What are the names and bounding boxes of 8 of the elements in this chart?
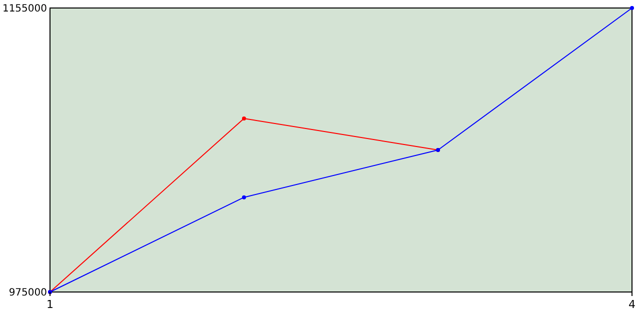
x-tick-label: 4: [628, 298, 636, 311]
line-series: [48, 6, 634, 294]
y-tick-label: 1155000: [2, 4, 47, 14]
point: [242, 116, 246, 120]
point: [242, 195, 246, 200]
point: [630, 6, 634, 10]
y-tick-label: 975000: [8, 288, 47, 298]
x-tick-label: 1: [46, 298, 54, 311]
